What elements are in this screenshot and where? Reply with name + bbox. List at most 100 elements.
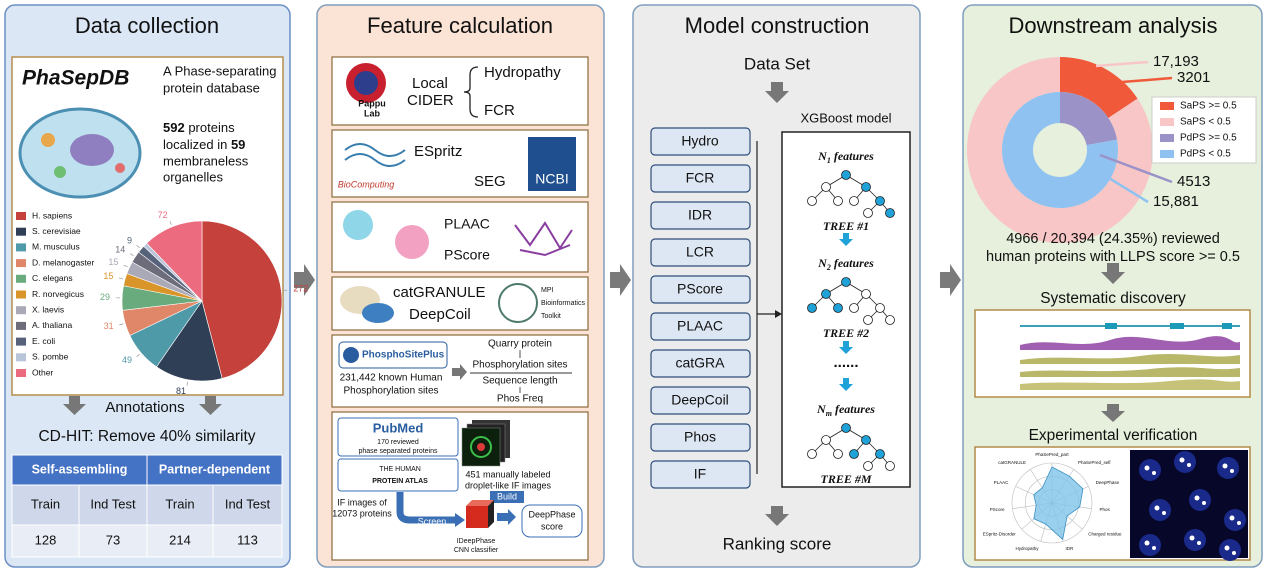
leader-line xyxy=(119,277,124,280)
arrow-label: Screen xyxy=(418,516,447,526)
track-feature xyxy=(1170,323,1184,329)
tree-node xyxy=(833,303,843,313)
feature-count-text: features xyxy=(831,256,874,270)
slice-label: 15 xyxy=(103,271,113,281)
source-description: droplet-like IF images xyxy=(465,480,552,490)
logo-text: Toolkit xyxy=(541,313,561,320)
tree-node xyxy=(863,208,873,218)
radar-label: Phos xyxy=(1100,507,1111,512)
species-pie: 272 H. sapiens 81 S. cerevisiae 49 M. musculu… xyxy=(16,210,308,396)
donut-value-label: 3201 xyxy=(1177,69,1210,86)
tool-name: ESpritz xyxy=(414,143,462,160)
logo-text: Lab xyxy=(364,108,381,118)
model-box xyxy=(781,131,911,488)
table-cell xyxy=(11,484,80,526)
leader-line xyxy=(186,381,189,386)
slice-label: 15 xyxy=(108,257,118,267)
radar-label: catGRANULE xyxy=(998,460,1026,465)
radar-area xyxy=(1033,466,1084,541)
tree-features: N2 features xyxy=(817,256,874,272)
source-description: IF images of xyxy=(337,497,387,507)
if-image xyxy=(470,436,492,458)
feature-box xyxy=(650,127,751,156)
tree-node xyxy=(833,449,843,459)
feature-box xyxy=(650,164,751,193)
flow-arrow xyxy=(940,264,961,296)
tool-name: PLAAC xyxy=(444,216,490,232)
tree-node xyxy=(841,423,851,433)
molecule-illustration xyxy=(514,221,573,257)
leader-line xyxy=(136,244,140,249)
legend-label: Other xyxy=(32,367,53,377)
droplet xyxy=(1144,465,1150,471)
tree-node xyxy=(875,303,885,313)
cnn-cube xyxy=(466,500,494,506)
legend-swatch xyxy=(1160,150,1174,158)
table-cell xyxy=(11,524,80,558)
ellipsis: ...... xyxy=(833,354,858,371)
feature-label: DeepCoil xyxy=(671,392,729,408)
flow-step: Sequence length xyxy=(482,376,557,387)
granule-illustration xyxy=(362,303,394,323)
feature-box xyxy=(650,238,751,267)
legend-label: SaPS >= 0.5 xyxy=(1180,101,1237,112)
step-label: CD-HIT: Remove 40% similarity xyxy=(38,428,255,445)
slice-label: 29 xyxy=(100,292,110,302)
feature-count-subscript: m xyxy=(826,409,832,418)
legend-label: M. musculus xyxy=(32,242,80,252)
logo-text: PROTEIN ATLAS xyxy=(372,478,428,485)
build-arrow xyxy=(490,491,524,503)
tree-node xyxy=(875,196,885,206)
legend-label: D. melanogaster xyxy=(32,257,95,267)
tool-name: DeepCoil xyxy=(409,306,471,323)
logo-text: BioComputing xyxy=(338,179,395,189)
source-description: 451 manually labeled xyxy=(465,469,550,479)
legend-swatch xyxy=(16,259,26,268)
step-label: Annotations xyxy=(105,399,184,416)
droplet xyxy=(1224,545,1230,551)
legend-swatch xyxy=(16,243,26,252)
feature-label: Hydro xyxy=(681,133,719,149)
track-area xyxy=(1020,336,1240,350)
tree-node xyxy=(821,289,831,299)
table-cell xyxy=(212,524,283,558)
feature-count-text: features xyxy=(831,149,874,163)
table-value: 128 xyxy=(35,532,57,547)
source-description: 170 reviewed xyxy=(377,439,419,446)
table-cell xyxy=(78,484,148,526)
cell-organelle xyxy=(115,163,125,173)
tree-name: TREE #1 xyxy=(823,219,869,233)
legend-swatch xyxy=(16,290,26,299)
summary-text: 4966 / 20,394 (24.35%) reviewed xyxy=(1006,231,1220,247)
legend-swatch xyxy=(16,321,26,330)
source-description: 12073 proteins xyxy=(332,508,392,518)
down-arrow xyxy=(199,396,222,415)
tree-node xyxy=(861,182,871,192)
step-label: Experimental verification xyxy=(1029,427,1198,444)
donut-value-label: 17,193 xyxy=(1153,53,1199,70)
legend-label: E. coli xyxy=(32,336,55,346)
pubmed-box xyxy=(337,417,459,457)
slice-label: 81 xyxy=(176,386,186,396)
feature-count-subscript: 2 xyxy=(826,263,831,272)
screen-arrow xyxy=(455,513,465,527)
dataset-table: Self-assembling Partner-dependent Train 128… xyxy=(11,454,283,558)
legend-swatch xyxy=(16,306,26,315)
pie-slice xyxy=(201,220,283,379)
tool-name: catGRANULE xyxy=(393,284,486,301)
droplet xyxy=(1152,546,1156,550)
summary-text: proteins xyxy=(185,120,235,135)
tree-name: TREE #2 xyxy=(823,326,869,340)
feature-name: Hydropathy xyxy=(484,64,561,81)
database-description: A Phase-separating xyxy=(163,63,276,78)
screen-arrow xyxy=(396,492,455,524)
tool-name: CIDER xyxy=(407,92,454,109)
database-summary: organelles xyxy=(163,169,223,184)
table-value: 113 xyxy=(237,532,258,547)
atlas-box xyxy=(337,458,459,492)
pappu-lab-logo xyxy=(354,71,378,95)
down-arrow xyxy=(765,506,789,526)
leader-line xyxy=(130,253,134,257)
droplet xyxy=(1230,469,1234,473)
